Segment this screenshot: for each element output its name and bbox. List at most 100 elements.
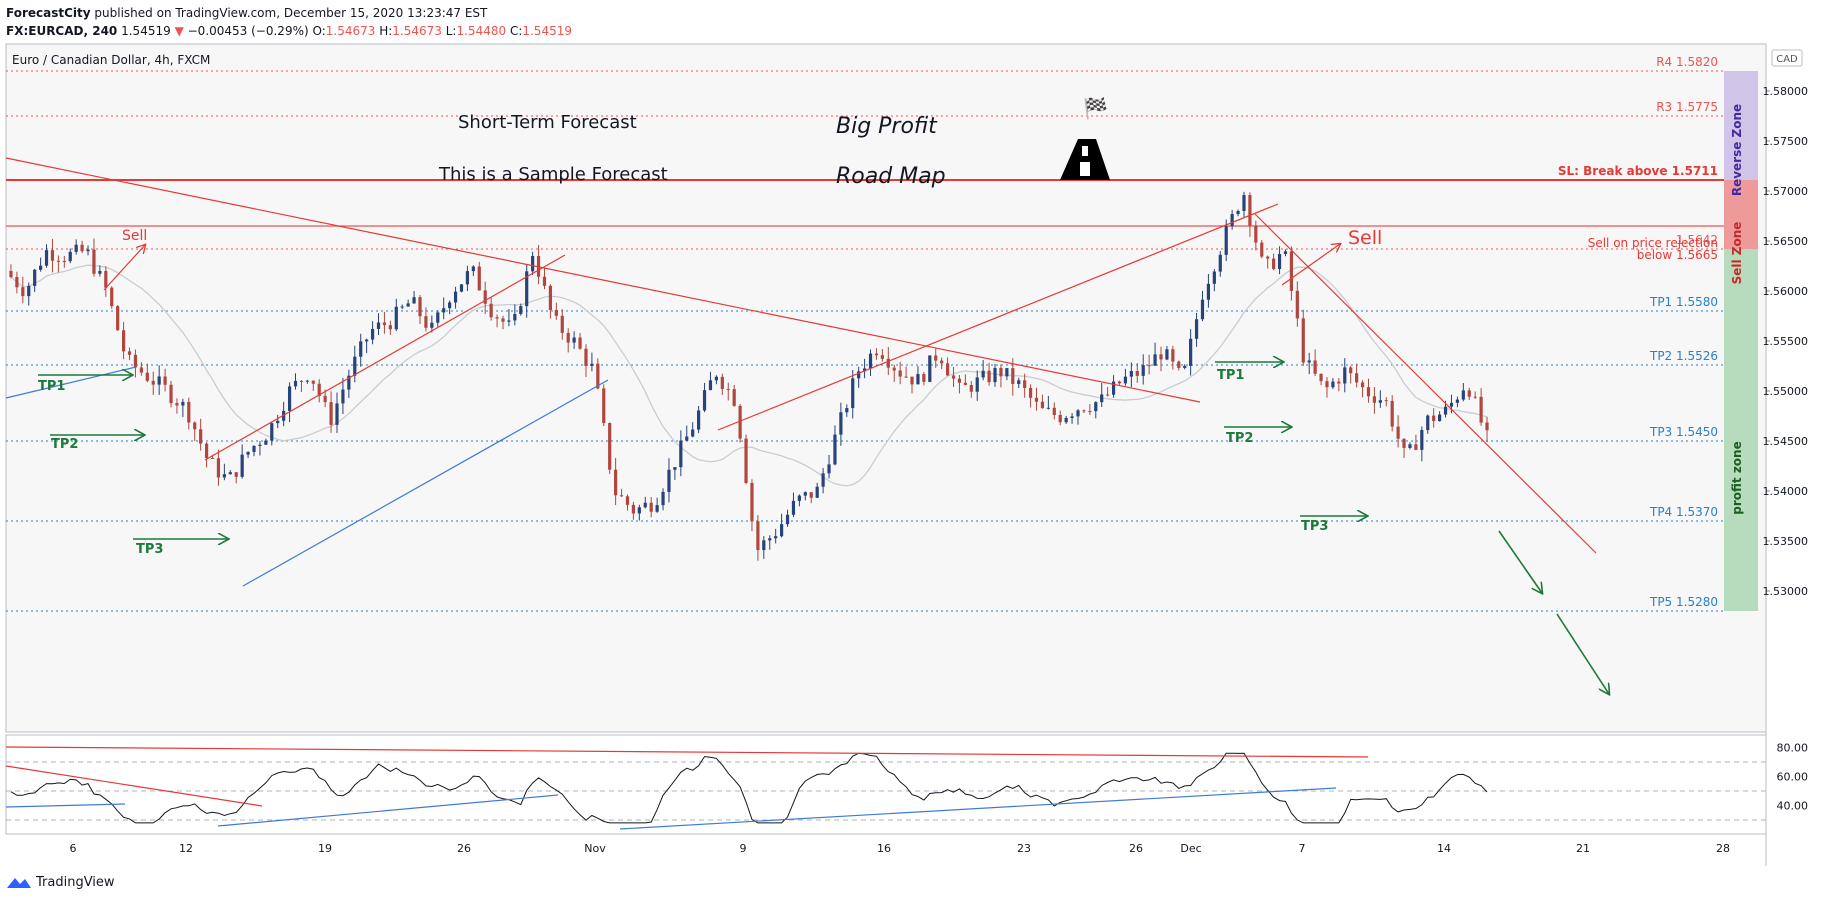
candle-body <box>1058 414 1062 423</box>
candle-body <box>1212 271 1216 284</box>
rsi-support-left[interactable] <box>5 803 126 808</box>
candle-body <box>1082 410 1086 412</box>
candle-body <box>1272 258 1276 270</box>
candle-body <box>299 380 304 382</box>
time-tick-label: 7 <box>1299 842 1306 855</box>
channel-resistance-line-1[interactable] <box>204 254 566 461</box>
candle-body <box>945 363 950 376</box>
last-price: 1.54519 <box>121 24 171 38</box>
candle-body <box>1165 349 1169 360</box>
rsi-down-trendline[interactable] <box>5 765 263 807</box>
candle-body <box>175 403 179 406</box>
candle-body <box>566 332 570 343</box>
rsi-top-trendline[interactable] <box>5 746 1369 758</box>
time-tick-label: 16 <box>877 842 891 855</box>
low-value: 1.54480 <box>456 24 507 38</box>
publisher-name[interactable]: ForecastCity <box>6 6 91 20</box>
candle-body <box>981 370 985 378</box>
candle-body <box>1070 416 1074 418</box>
candle-body <box>525 271 529 307</box>
candle-body <box>74 244 78 252</box>
rsi-axis: 80.00 60.00 40.00 <box>1777 742 1809 813</box>
sell-arrow-right[interactable] <box>1281 244 1340 286</box>
candle-body <box>643 502 647 508</box>
candle-body <box>1076 410 1080 417</box>
high-value: 1.54673 <box>392 24 442 38</box>
channel-support-line-1[interactable] <box>242 379 609 587</box>
candle-body <box>1153 354 1157 366</box>
candle-body <box>691 429 695 437</box>
candle-body <box>430 322 434 328</box>
rsi-pane: 80.00 60.00 40.00 <box>5 742 1809 830</box>
time-tick-label: 28 <box>1716 842 1730 855</box>
candle-body <box>1426 415 1430 431</box>
footer-brand: TradingView <box>36 874 115 890</box>
low-label: L: <box>445 24 457 38</box>
forecast-arrow-2[interactable] <box>1556 613 1609 694</box>
sell-label-right: Sell <box>1348 227 1382 249</box>
left-support-line[interactable] <box>5 366 137 399</box>
downtrend-line-long[interactable] <box>5 157 1201 403</box>
candle-body <box>216 458 221 478</box>
candle-body <box>1455 399 1459 403</box>
candle-body <box>1402 438 1406 448</box>
candle-body <box>388 325 392 330</box>
chart-header: ForecastCity published on TradingView.co… <box>6 4 572 40</box>
candle-body <box>702 390 707 411</box>
candle-body <box>210 457 215 459</box>
checkered-flag-icon: 🏁 <box>1083 96 1108 120</box>
candle-body <box>940 360 944 364</box>
currency-label: CAD <box>1776 54 1798 65</box>
candle-body <box>1443 406 1448 415</box>
candle-body <box>1331 381 1335 388</box>
candle-body <box>857 371 861 379</box>
tp2-label-left: TP2 <box>51 437 78 452</box>
candle-body <box>531 255 535 272</box>
candle-body <box>370 328 375 340</box>
arrows-layer <box>38 244 1609 694</box>
candle-body <box>98 270 102 274</box>
time-axis[interactable]: 6 12 19 26 Nov 9 16 23 26 Dec 7 14 21 28 <box>70 842 1731 855</box>
candle-body <box>1248 195 1252 226</box>
rsi-support-1[interactable] <box>217 794 559 827</box>
candle-body <box>833 434 837 465</box>
level-label-4: 1.5642 <box>1676 233 1718 247</box>
candle-body <box>1224 226 1228 255</box>
candle-body <box>50 250 55 261</box>
candle-body <box>999 368 1003 377</box>
candle-body <box>1129 371 1133 377</box>
candle-body <box>258 444 262 446</box>
price-tick-label: 1.56500 <box>1763 235 1809 248</box>
rsi-support-2[interactable] <box>619 787 1337 830</box>
publisher-line: ForecastCity published on TradingView.co… <box>6 4 572 22</box>
footer[interactable]: TradingView <box>6 874 115 890</box>
price-tick-label: 1.53000 <box>1763 585 1809 598</box>
candle-body <box>1046 407 1050 409</box>
forecast-arrow-1[interactable] <box>1498 530 1542 593</box>
candle-body <box>1141 365 1145 376</box>
time-tick-label: 6 <box>70 842 77 855</box>
sell-arrow-left[interactable] <box>103 245 145 291</box>
candle-body <box>1135 371 1139 376</box>
candles-layer <box>9 191 1489 561</box>
candle-body <box>655 505 659 512</box>
sell-zone-box <box>1724 180 1758 249</box>
sell-label-left: Sell <box>122 228 147 244</box>
tp2-label-right: TP2 <box>1226 431 1253 446</box>
price-axis[interactable]: 1.58000 1.57500 1.57000 1.56500 1.56000 1.555… <box>1763 85 1809 598</box>
candle-body <box>139 367 143 373</box>
candle-body <box>1372 396 1377 403</box>
candle-body <box>287 386 292 411</box>
candle-body <box>1218 254 1222 272</box>
tp3-label-left: TP3 <box>136 542 163 557</box>
rising-resistance-line[interactable] <box>717 203 1279 431</box>
candle-body <box>1319 373 1323 382</box>
candle-body <box>406 303 410 307</box>
descending-resistance-line[interactable] <box>1254 213 1597 554</box>
candle-body <box>240 454 244 477</box>
candle-body <box>667 469 671 492</box>
candle-body <box>39 265 43 270</box>
candle-body <box>1384 400 1388 402</box>
candle-body <box>1283 251 1288 254</box>
